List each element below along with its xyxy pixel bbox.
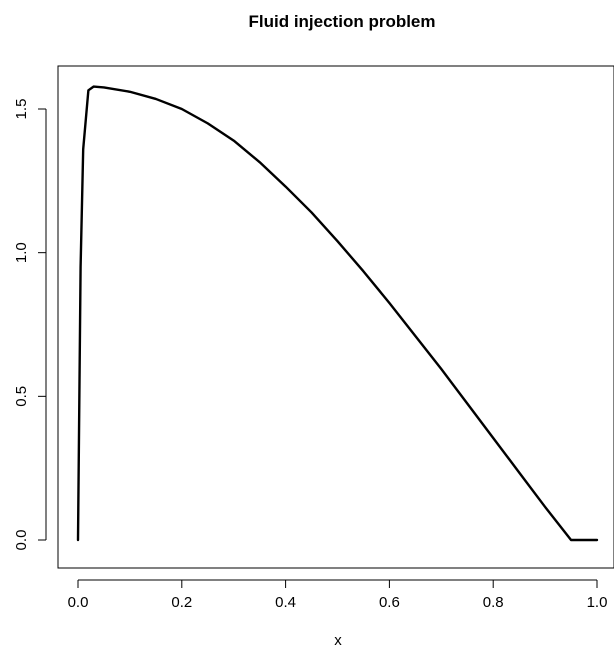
- y-tick-label: 1.5: [13, 99, 30, 120]
- x-axis-label: x: [334, 632, 342, 649]
- x-tick-label: 0.0: [68, 594, 89, 611]
- chart-title: Fluid injection problem: [249, 12, 436, 31]
- x-tick-label: 0.8: [483, 594, 504, 611]
- y-axis: 0.0 0.5 1.0 1.5: [13, 99, 47, 551]
- x-tick-label: 1.0: [587, 594, 608, 611]
- y-tick-label: 0.0: [13, 530, 30, 551]
- series-line: [76, 85, 599, 542]
- series-layer: [76, 85, 599, 542]
- y-tick-label: 0.5: [13, 386, 30, 407]
- x-tick-label: 0.6: [379, 594, 400, 611]
- x-axis: 0.0 0.2 0.4 0.6 0.8 1.0: [68, 579, 608, 611]
- plot-frame: [57, 65, 614, 569]
- y-tick-label: 1.0: [13, 242, 30, 263]
- x-tick-label: 0.2: [171, 594, 192, 611]
- x-tick-label: 0.4: [275, 594, 296, 611]
